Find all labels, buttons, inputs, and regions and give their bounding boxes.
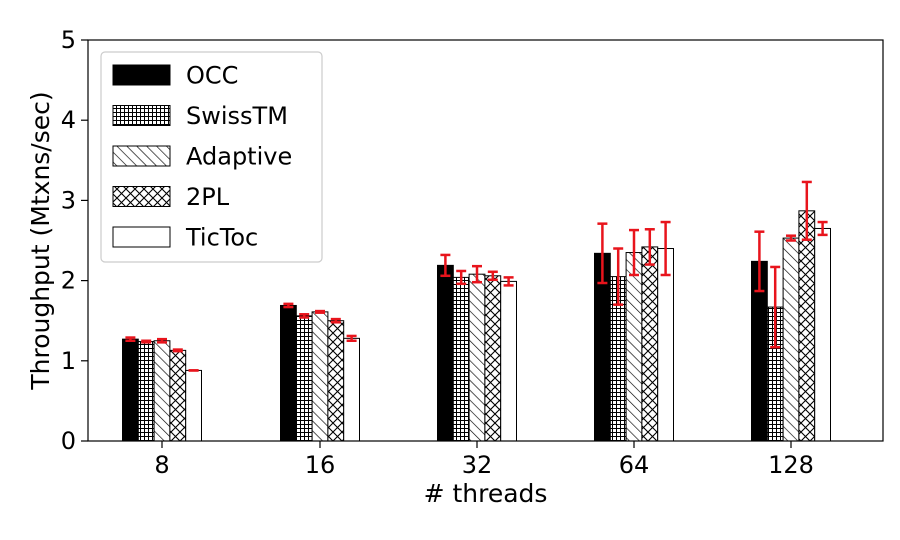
bar-tictoc-32	[500, 280, 518, 442]
x-tick-label-8: 8	[154, 451, 169, 479]
bar-adaptive-16	[311, 311, 329, 442]
y-tick-label-1: 1	[61, 347, 76, 375]
bar-tictoc-16	[343, 337, 361, 442]
legend-label-2pl: 2PL	[186, 183, 230, 211]
y-tick-label-3: 3	[61, 186, 76, 214]
legend-label-occ: OCC	[186, 62, 238, 90]
x-tick-label-16: 16	[305, 451, 336, 479]
bar-2pl-8	[169, 349, 187, 442]
bar-2pl-16	[327, 320, 345, 442]
legend-swatch-swisstm	[112, 105, 171, 126]
bar-adaptive-32	[468, 273, 486, 442]
legend-swatch-tictoc	[112, 226, 171, 248]
x-axis-title: # threads	[424, 479, 548, 508]
legend-label-tictoc: TicToc	[185, 224, 258, 252]
y-tick-label-5: 5	[61, 26, 76, 54]
axes-frame	[87, 39, 884, 442]
x-tick-label-64: 64	[619, 451, 650, 479]
legend-box	[100, 51, 323, 263]
bar-2pl-128	[798, 210, 816, 442]
bar-occ-8	[122, 338, 139, 442]
bar-occ-16	[280, 304, 297, 442]
bar-adaptive-8	[153, 340, 171, 442]
bar-swisstm-8	[137, 341, 155, 442]
y-axis-title: Throughput (Mtxns/sec)	[26, 91, 55, 390]
bar-tictoc-128	[814, 227, 832, 442]
bar-tictoc-64	[657, 248, 675, 442]
axes-group: 0 1 2 3 4 5 8 16 32 64 128	[61, 26, 884, 479]
bar-2pl-64	[641, 246, 659, 442]
bar-tictoc-8	[185, 369, 202, 442]
x-tick-label-128: 128	[768, 451, 814, 479]
bar-swisstm-16	[295, 315, 313, 442]
error-bars-group	[125, 180, 828, 372]
legend-swatch-occ	[112, 64, 171, 86]
bar-adaptive-128	[782, 237, 800, 442]
bar-adaptive-64	[625, 252, 643, 442]
legend-label-swisstm: SwissTM	[186, 102, 288, 130]
bar-occ-32	[437, 264, 454, 442]
y-tick-label-4: 4	[61, 106, 76, 134]
legend-swatch-2pl	[112, 186, 171, 207]
legend-label-adaptive: Adaptive	[186, 143, 292, 171]
legend: OCC SwissTM Adaptive 2PL TicToc	[100, 51, 323, 263]
x-tick-label-32: 32	[462, 451, 493, 479]
y-tick-label-0: 0	[61, 427, 76, 455]
bar-2pl-32	[484, 275, 502, 442]
y-tick-label-2: 2	[61, 267, 76, 295]
legend-swatch-adaptive	[112, 145, 171, 167]
bar-swisstm-32	[452, 276, 470, 442]
